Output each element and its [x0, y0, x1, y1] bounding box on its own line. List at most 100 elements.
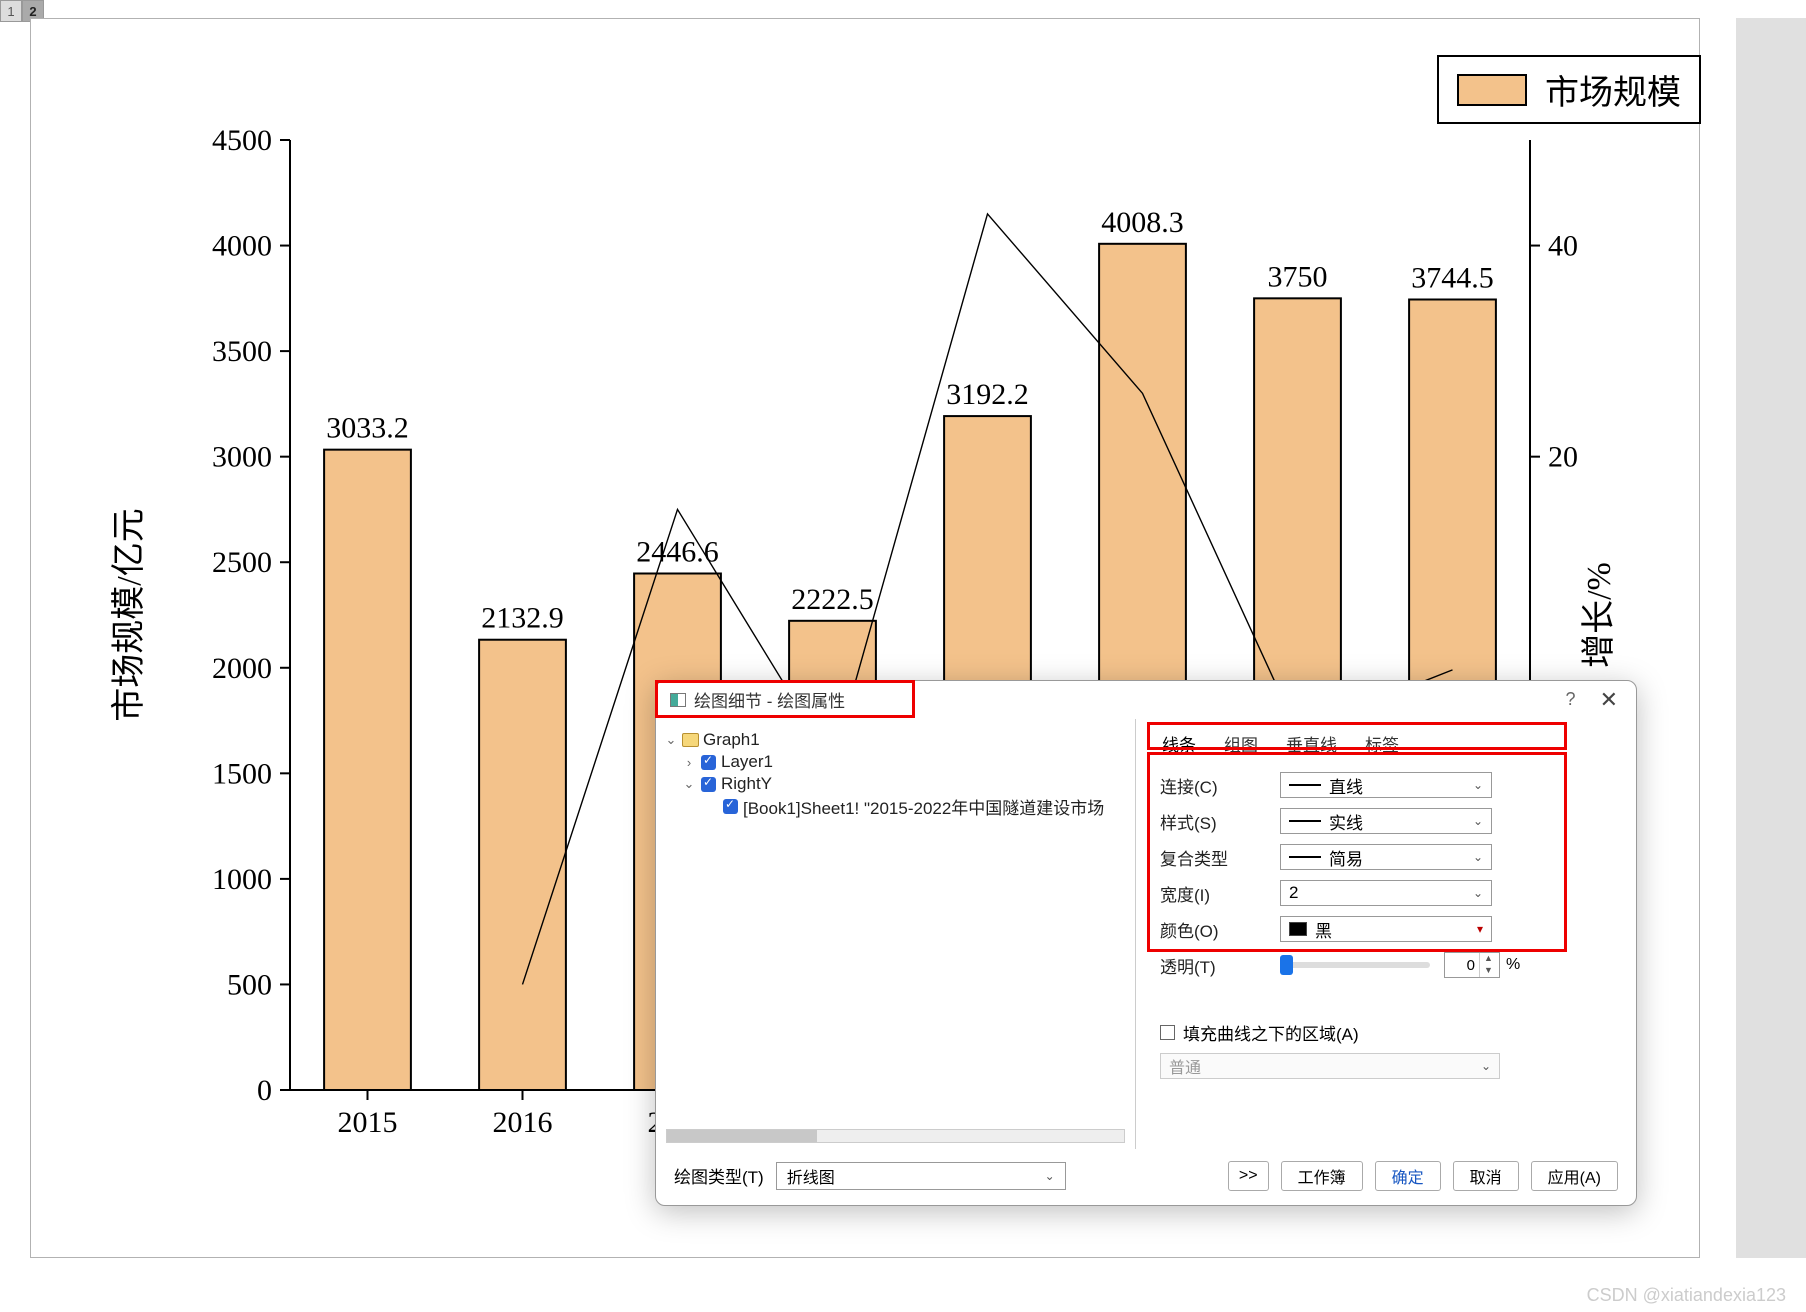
- scrollbar-thumb[interactable]: [667, 1130, 817, 1142]
- opacity-input[interactable]: [1445, 957, 1479, 974]
- width-select[interactable]: 2 ⌄: [1280, 880, 1492, 906]
- svg-text:3500: 3500: [212, 335, 272, 368]
- compound-select[interactable]: 简易 ⌄: [1280, 844, 1492, 870]
- connect-select[interactable]: 直线 ⌄: [1280, 772, 1492, 798]
- tree-node-righty[interactable]: ⌄ RightY: [682, 773, 1127, 795]
- checkbox-label: 填充曲线之下的区域(A): [1183, 1020, 1359, 1045]
- tree-scrollbar[interactable]: [666, 1129, 1125, 1143]
- expand-icon[interactable]: ›: [682, 755, 696, 770]
- plot-type-label: 绘图类型(T): [674, 1163, 764, 1188]
- tree-label: [Book1]Sheet1! "2015-2022年中国隧道建设市场: [743, 794, 1104, 819]
- svg-text:0: 0: [257, 1074, 272, 1107]
- color-swatch-icon: [1289, 922, 1307, 936]
- tab-line[interactable]: 线条: [1160, 729, 1198, 758]
- svg-text:2500: 2500: [212, 546, 272, 579]
- svg-text:40: 40: [1548, 230, 1578, 263]
- tree-label: RightY: [721, 774, 772, 794]
- props-tabs: 线条 组图 垂直线 标签: [1160, 729, 1618, 758]
- svg-text:500: 500: [227, 968, 272, 1001]
- opacity-slider[interactable]: [1280, 962, 1430, 968]
- prop-color: 颜色(O) 黑 ▾: [1160, 916, 1618, 942]
- tab-group[interactable]: 组图: [1222, 729, 1260, 758]
- line-sample-icon: [1289, 820, 1321, 822]
- svg-text:2015: 2015: [338, 1106, 398, 1139]
- dialog-icon: [670, 693, 686, 707]
- cancel-button[interactable]: 取消: [1453, 1161, 1519, 1191]
- svg-text:1000: 1000: [212, 863, 272, 896]
- checkbox-icon[interactable]: [701, 755, 716, 770]
- checkbox-icon[interactable]: [701, 777, 716, 792]
- tree-panel: ⌄ Graph1 › Layer1 ⌄ RightY [Book1]Sheet1…: [656, 719, 1136, 1149]
- svg-text:2132.9: 2132.9: [481, 602, 564, 635]
- opacity-spinner[interactable]: ▲▼: [1444, 952, 1500, 978]
- spinner-down-icon[interactable]: ▼: [1480, 965, 1497, 977]
- tree-node-dataset[interactable]: [Book1]Sheet1! "2015-2022年中国隧道建设市场: [718, 795, 1127, 817]
- page-tab-1[interactable]: 1: [0, 0, 22, 22]
- tab-dropline[interactable]: 垂直线: [1284, 729, 1339, 758]
- prop-label: 颜色(O): [1160, 917, 1280, 942]
- color-select[interactable]: 黑 ▾: [1280, 916, 1492, 942]
- watermark: CSDN @xiatiandexia123: [1587, 1285, 1786, 1306]
- dialog-titlebar[interactable]: 绘图细节 - 绘图属性 ? ✕: [656, 681, 1636, 719]
- opacity-unit: %: [1506, 956, 1520, 974]
- svg-text:3750: 3750: [1268, 260, 1328, 293]
- svg-text:2000: 2000: [212, 652, 272, 685]
- prop-compound: 复合类型 简易 ⌄: [1160, 844, 1618, 870]
- select-value: 实线: [1329, 809, 1363, 834]
- svg-text:市场规模/亿元: 市场规模/亿元: [110, 508, 148, 721]
- svg-text:3192.2: 3192.2: [946, 378, 1029, 411]
- select-value: 普通: [1169, 1054, 1201, 1078]
- select-value: 2: [1289, 883, 1298, 903]
- prop-label: 复合类型: [1160, 845, 1280, 870]
- chevron-down-icon: ⌄: [1473, 814, 1483, 828]
- chevron-down-icon: ⌄: [1473, 778, 1483, 792]
- svg-text:1500: 1500: [212, 757, 272, 790]
- help-icon[interactable]: ?: [1566, 689, 1576, 710]
- prop-label: 连接(C): [1160, 773, 1280, 798]
- checkbox-icon[interactable]: [1160, 1025, 1175, 1040]
- tree-node-layer[interactable]: › Layer1: [682, 751, 1127, 773]
- chevron-down-icon: ⌄: [1481, 1059, 1491, 1073]
- ok-button[interactable]: 确定: [1375, 1161, 1441, 1191]
- svg-text:2446.6: 2446.6: [636, 535, 719, 568]
- svg-text:增长/%: 增长/%: [1580, 562, 1618, 668]
- plot-type-select[interactable]: 折线图 ⌄: [776, 1162, 1066, 1190]
- style-select[interactable]: 实线 ⌄: [1280, 808, 1492, 834]
- prop-connect: 连接(C) 直线 ⌄: [1160, 772, 1618, 798]
- dialog-footer: 绘图类型(T) 折线图 ⌄ >> 工作簿 确定 取消 应用(A): [656, 1149, 1636, 1201]
- prop-opacity: 透明(T) ▲▼ %: [1160, 952, 1618, 978]
- apply-button[interactable]: 应用(A): [1531, 1161, 1618, 1191]
- expand-button[interactable]: >>: [1228, 1161, 1269, 1191]
- select-value: 折线图: [787, 1164, 835, 1188]
- folder-icon: [682, 733, 699, 747]
- line-sample-icon: [1289, 856, 1321, 858]
- slider-thumb[interactable]: [1280, 955, 1293, 975]
- prop-style: 样式(S) 实线 ⌄: [1160, 808, 1618, 834]
- svg-text:4008.3: 4008.3: [1101, 206, 1184, 239]
- tree-label: Layer1: [721, 752, 773, 772]
- tree-node-graph[interactable]: ⌄ Graph1: [664, 729, 1127, 751]
- checkbox-icon[interactable]: [723, 799, 738, 814]
- chevron-down-icon: ▾: [1477, 922, 1483, 936]
- expand-icon[interactable]: ⌄: [664, 732, 678, 748]
- prop-width: 宽度(I) 2 ⌄: [1160, 880, 1618, 906]
- expand-icon[interactable]: ⌄: [682, 776, 696, 792]
- chevron-down-icon: ⌄: [1045, 1169, 1055, 1183]
- spinner-up-icon[interactable]: ▲: [1480, 953, 1497, 965]
- svg-text:20: 20: [1548, 441, 1578, 474]
- svg-text:4500: 4500: [212, 124, 272, 157]
- svg-text:3000: 3000: [212, 441, 272, 474]
- tree-label: Graph1: [703, 730, 760, 750]
- fill-mode-select: 普通 ⌄: [1160, 1053, 1500, 1079]
- select-value: 直线: [1329, 773, 1363, 798]
- svg-text:3744.5: 3744.5: [1411, 261, 1494, 294]
- fill-area-checkbox[interactable]: 填充曲线之下的区域(A): [1160, 1020, 1618, 1045]
- select-value: 简易: [1329, 845, 1363, 870]
- plot-details-dialog: 绘图细节 - 绘图属性 ? ✕ ⌄ Graph1 › Layer1 ⌄ Righ…: [655, 680, 1637, 1206]
- line-sample-icon: [1289, 784, 1321, 786]
- page-edge: [1736, 18, 1806, 1258]
- tab-label[interactable]: 标签: [1363, 729, 1401, 758]
- close-icon[interactable]: ✕: [1596, 687, 1622, 713]
- workbook-button[interactable]: 工作簿: [1281, 1161, 1363, 1191]
- prop-label: 透明(T): [1160, 953, 1280, 978]
